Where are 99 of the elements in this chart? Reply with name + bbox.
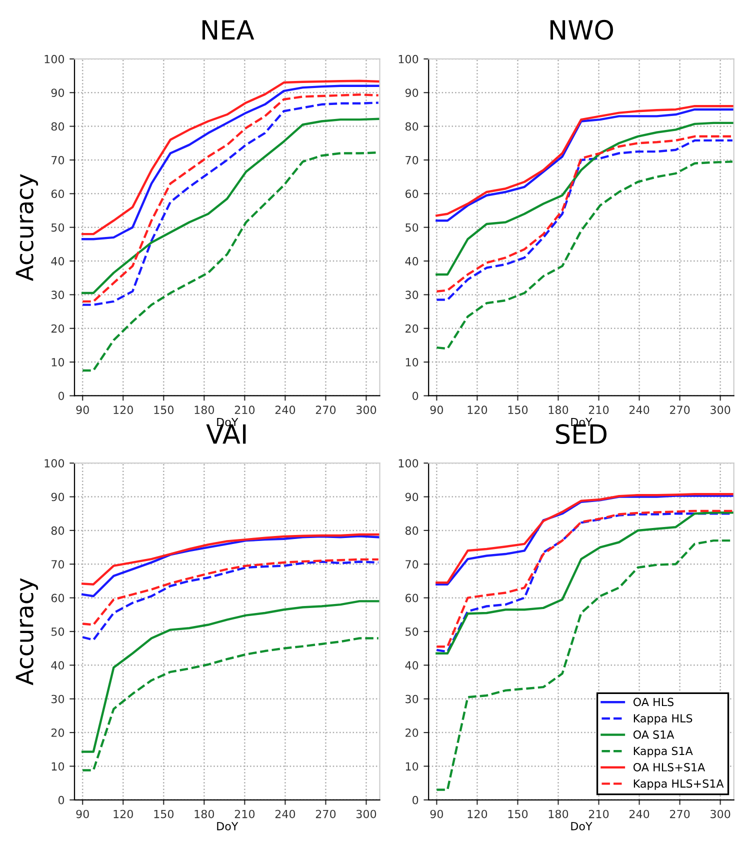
x-tick-label: 270 <box>316 406 336 414</box>
y-tick-label: 70 <box>406 560 418 569</box>
y-tick-label: 10 <box>406 358 418 366</box>
x-tick-label: 90 <box>430 810 444 818</box>
y-tick-label: 80 <box>405 526 418 535</box>
y-tick-label: 60 <box>405 190 418 198</box>
x-tick-label: 180 <box>194 810 214 818</box>
x-tick-label: 270 <box>316 810 336 818</box>
y-tick-label: 0 <box>412 796 418 804</box>
x-tick-label: 150 <box>154 406 174 414</box>
y-tick-label: 100 <box>398 54 418 64</box>
legend-label: Kappa HLS+S1A <box>634 779 724 790</box>
legend-label: OA S1A <box>633 730 674 739</box>
x-tick-label: 240 <box>629 406 650 414</box>
line-series <box>81 533 380 586</box>
x-axis-title: DoY <box>571 822 592 830</box>
y-tick-label: 20 <box>51 728 64 737</box>
y-axis-title: Accuracy <box>16 174 38 282</box>
y-tick-label: 0 <box>412 392 418 400</box>
y-tick-label: 10 <box>406 762 418 771</box>
x-tick-label: 180 <box>548 406 568 414</box>
legend-label: OA HLS <box>633 698 674 706</box>
chart-title: NEA <box>202 20 254 40</box>
x-tick-label: 120 <box>114 406 133 414</box>
y-tick-label: 40 <box>51 661 64 670</box>
x-tick-label: 90 <box>76 810 89 818</box>
y-tick-label: 90 <box>51 492 64 502</box>
x-tick-label: 270 <box>670 406 690 414</box>
x-tick-label: 240 <box>629 810 650 818</box>
y-tick-label: 30 <box>406 694 418 704</box>
y-tick-label: 10 <box>52 762 64 771</box>
y-tick-label: 70 <box>52 560 64 569</box>
y-tick-label: 0 <box>58 796 64 804</box>
y-tick-label: 20 <box>406 728 418 737</box>
x-tick-label: 300 <box>356 810 376 818</box>
x-tick-label: 150 <box>154 810 174 818</box>
y-tick-label: 60 <box>51 594 64 602</box>
y-tick-label: 100 <box>44 459 64 468</box>
chart-title: SED <box>556 424 607 444</box>
legend-label: OA HLS+S1A <box>633 763 706 772</box>
y-tick-label: 80 <box>51 122 64 131</box>
y-tick-label: 70 <box>406 156 418 164</box>
x-tick-label: 150 <box>508 406 528 414</box>
x-tick-label: 120 <box>114 810 133 818</box>
y-tick-label: 20 <box>406 324 418 333</box>
y-tick-label: 50 <box>51 223 64 232</box>
y-tick-label: 30 <box>51 694 64 704</box>
x-tick-label: 90 <box>430 406 444 414</box>
x-axis-title: DoY <box>217 418 238 426</box>
x-tick-label: 120 <box>468 406 488 414</box>
x-tick-label: 300 <box>710 810 730 818</box>
legend-label: Kappa HLS <box>634 714 692 725</box>
x-tick-label: 210 <box>234 406 255 414</box>
y-tick-label: 40 <box>51 256 64 266</box>
x-tick-label: 240 <box>275 406 296 414</box>
y-tick-label: 30 <box>406 290 418 300</box>
y-tick-label: 90 <box>51 88 64 97</box>
y-tick-label: 40 <box>405 661 418 670</box>
x-tick-label: 120 <box>468 810 488 818</box>
y-tick-label: 50 <box>406 627 418 636</box>
x-tick-label: 240 <box>275 810 296 818</box>
chart-title: NWO <box>550 20 614 40</box>
y-tick-label: 80 <box>405 122 418 131</box>
x-tick-label: 210 <box>234 810 255 818</box>
line-series <box>436 160 734 350</box>
line-series <box>436 122 734 276</box>
x-tick-label: 180 <box>548 810 568 818</box>
line-series <box>81 535 380 598</box>
y-tick-label: 30 <box>51 290 64 300</box>
x-tick-label: 150 <box>508 810 528 818</box>
y-tick-label: 90 <box>405 88 418 97</box>
y-tick-label: 10 <box>52 358 64 366</box>
y-tick-label: 70 <box>52 156 64 164</box>
x-tick-label: 210 <box>588 810 609 818</box>
line-series <box>81 560 380 642</box>
y-tick-label: 80 <box>51 526 64 535</box>
y-tick-label: 50 <box>406 223 418 232</box>
x-tick-label: 90 <box>76 406 89 414</box>
x-tick-label: 210 <box>588 406 609 414</box>
x-axis-title: DoY <box>217 822 238 830</box>
y-axis-title: Accuracy <box>16 578 38 686</box>
y-tick-label: 0 <box>58 392 64 400</box>
line-series <box>81 558 380 626</box>
y-tick-label: 90 <box>405 492 418 502</box>
chart-title: VAI <box>206 424 246 444</box>
y-tick-label: 60 <box>405 594 418 602</box>
y-tick-label: 40 <box>405 256 418 266</box>
legend-label: Kappa S1A <box>634 746 693 758</box>
x-tick-label: 300 <box>356 406 376 414</box>
x-tick-label: 270 <box>670 810 690 818</box>
y-tick-label: 60 <box>51 190 64 198</box>
y-tick-label: 100 <box>398 459 418 468</box>
y-tick-label: 50 <box>51 627 64 636</box>
line-series <box>81 637 380 772</box>
y-tick-label: 100 <box>44 54 64 64</box>
x-tick-label: 300 <box>710 406 730 414</box>
x-tick-label: 180 <box>194 406 214 414</box>
y-tick-label: 20 <box>51 324 64 333</box>
line-series <box>81 600 380 753</box>
